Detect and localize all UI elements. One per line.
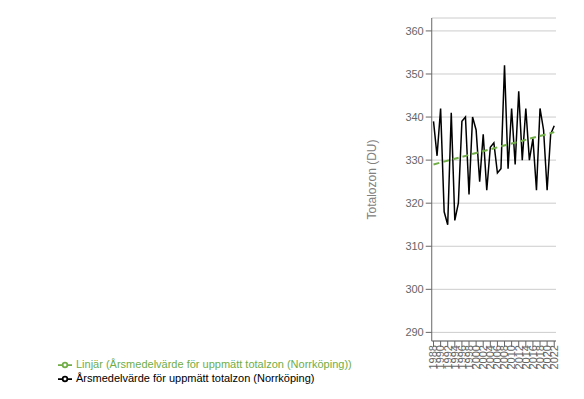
svg-text:1990: 1990 (434, 345, 447, 370)
svg-text:2020: 2020 (540, 345, 553, 370)
svg-text:2014: 2014 (519, 345, 532, 370)
svg-text:2006: 2006 (491, 345, 504, 370)
svg-text:300: 300 (405, 283, 423, 295)
svg-text:320: 320 (405, 197, 423, 209)
svg-text:2012: 2012 (512, 345, 525, 370)
svg-text:360: 360 (405, 25, 423, 37)
svg-text:Totalozon (DU): Totalozon (DU) (365, 139, 379, 219)
svg-text:1996: 1996 (455, 345, 468, 370)
svg-text:1988: 1988 (427, 345, 440, 370)
svg-text:2000: 2000 (469, 345, 482, 370)
svg-text:1992: 1992 (441, 345, 454, 370)
html-text:Linjär (Årsmedelvärde för uppm: Linjär (Årsmedelvärde för uppmätt totalz… (76, 357, 352, 370)
svg-text:2010: 2010 (505, 345, 518, 370)
svg-text:290: 290 (405, 326, 423, 338)
svg-text:340: 340 (405, 111, 423, 123)
html-text:Årsmedelvärde för uppmätt tota: Årsmedelvärde för uppmätt totalzon (Norr… (76, 371, 315, 384)
svg-text:1998: 1998 (462, 345, 475, 370)
svg-text:2004: 2004 (484, 345, 497, 370)
svg-text:310: 310 (405, 240, 423, 252)
svg-text:2018: 2018 (533, 345, 546, 370)
svg-text:330: 330 (405, 154, 423, 166)
svg-text:2022: 2022 (548, 345, 560, 369)
svg-text:350: 350 (405, 68, 423, 80)
svg-text:1994: 1994 (448, 345, 461, 370)
svg-text:2016: 2016 (526, 345, 539, 370)
svg-text:2002: 2002 (477, 345, 489, 370)
svg-text:2008: 2008 (498, 345, 511, 370)
